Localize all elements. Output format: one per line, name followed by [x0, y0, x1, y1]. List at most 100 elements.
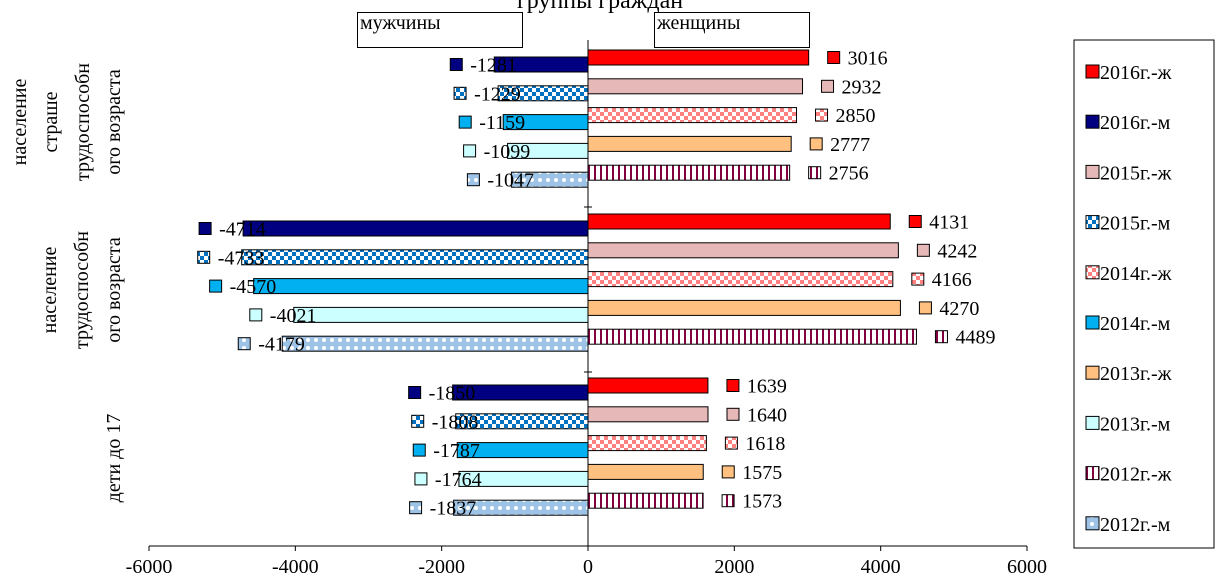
bar-2013г.-ж [587, 463, 704, 480]
bar-2016г.-ж [587, 49, 810, 66]
data-label: 1618 [745, 433, 785, 455]
data-label: -1808 [432, 411, 479, 433]
category-label: трудоспособн [72, 63, 94, 181]
data-label-key [821, 79, 835, 93]
data-label: -1281 [470, 55, 517, 77]
data-label-key [918, 301, 932, 315]
data-label: 1639 [747, 376, 787, 398]
bar-2014г.-ж [587, 107, 798, 124]
bar-2012г.-м [510, 171, 589, 188]
data-label: -1099 [484, 141, 531, 163]
bar-2015г.-ж [587, 406, 709, 423]
data-label-key [198, 222, 212, 235]
x-tick-label: -6000 [126, 556, 173, 574]
legend-label: 2013г.-ж [1100, 363, 1172, 385]
data-label-key [411, 414, 425, 428]
data-label: -1047 [487, 170, 534, 192]
data-label-key [911, 272, 925, 286]
category-label: население [9, 79, 31, 166]
bar-2012г.-ж [587, 328, 917, 345]
legend-label: 2016г.-ж [1100, 62, 1172, 84]
legend-label: 2013г.-м [1100, 413, 1171, 435]
bar-2016г.-м [493, 56, 589, 73]
bar-2016г.-ж [587, 377, 709, 394]
category-label: ого возраста [103, 237, 125, 343]
bar-2014г.-ж [587, 435, 707, 452]
data-label: -1837 [430, 498, 477, 520]
data-label: 1573 [742, 491, 782, 513]
data-label-key [408, 386, 422, 399]
legend-label: 2012г.-ж [1100, 464, 1172, 486]
category-label: трудоспособн [71, 231, 93, 349]
legend-label: 2015г.-ж [1100, 162, 1172, 184]
bar-2015г.-ж [587, 78, 804, 95]
data-label-key [197, 250, 211, 264]
category-label: ого возраста [103, 69, 125, 175]
legend-swatch [1085, 215, 1100, 230]
data-label-key [466, 173, 480, 187]
data-label: -4733 [218, 247, 265, 269]
bar-2016г.-м [452, 384, 589, 401]
bar-2012г.-м [453, 499, 589, 516]
x-tick-label: 4000 [861, 556, 901, 574]
data-label: -1159 [479, 112, 525, 134]
bar-2016г.-м [242, 220, 589, 237]
data-label: 2850 [836, 105, 876, 127]
data-label: -4714 [219, 219, 266, 241]
data-label-key [414, 472, 428, 486]
bar-2015г.-м [497, 85, 589, 102]
data-label-key [249, 308, 263, 322]
legend-label: 2016г.-м [1100, 112, 1171, 134]
bar-2014г.-ж [587, 271, 894, 288]
bar-2016г.-ж [587, 213, 891, 230]
data-label-key [809, 137, 823, 151]
data-label: -1850 [429, 383, 476, 405]
x-tick-label: -2000 [418, 556, 465, 574]
data-label: -1764 [435, 469, 482, 491]
data-label: 2756 [829, 163, 869, 185]
x-tick-label: 2000 [714, 556, 754, 574]
data-label: 2932 [842, 76, 882, 98]
legend-label: 2014г.-м [1100, 313, 1171, 335]
data-label-key [721, 494, 735, 508]
data-label-key [463, 144, 477, 158]
data-label-key [209, 279, 223, 293]
chart-title: группы граждан [516, 0, 684, 14]
legend-swatch [1085, 365, 1100, 380]
data-label-key [934, 330, 948, 344]
bar-2014г.-м [502, 114, 589, 131]
data-label: 1575 [742, 462, 782, 484]
data-label: -4179 [258, 334, 305, 356]
data-label-key [412, 443, 426, 457]
data-label: 4270 [939, 298, 979, 320]
data-label-key [458, 115, 472, 129]
category-label: страше [40, 91, 62, 152]
legend-swatch [1085, 415, 1100, 430]
x-tick-label: -4000 [272, 556, 319, 574]
legend-label: 2014г.-ж [1100, 263, 1172, 285]
x-tick-label: 0 [583, 556, 593, 574]
data-label-key [726, 407, 740, 421]
legend-swatch [1085, 164, 1100, 179]
bar-2012г.-м [281, 335, 589, 352]
data-label-key [916, 243, 930, 257]
bar-2012г.-ж [587, 492, 704, 509]
x-tick-label: 6000 [1007, 556, 1047, 574]
bar-2015г.-м [455, 413, 589, 430]
data-label-key [449, 58, 463, 71]
data-label: -1229 [474, 83, 521, 105]
bar-2013г.-ж [587, 299, 901, 316]
data-label-key [409, 501, 423, 515]
bar-2015г.-м [241, 249, 589, 266]
data-label-key [808, 166, 822, 180]
data-label: 1640 [747, 404, 787, 426]
data-label: -1787 [433, 440, 480, 462]
women-header-label: женщины [654, 12, 810, 48]
bar-2013г.-ж [587, 135, 792, 152]
legend-swatch [1085, 516, 1100, 531]
data-label: 4242 [937, 240, 977, 262]
bar-2013г.-м [507, 142, 589, 159]
legend-swatch [1085, 466, 1100, 481]
category-label: население [39, 247, 61, 334]
